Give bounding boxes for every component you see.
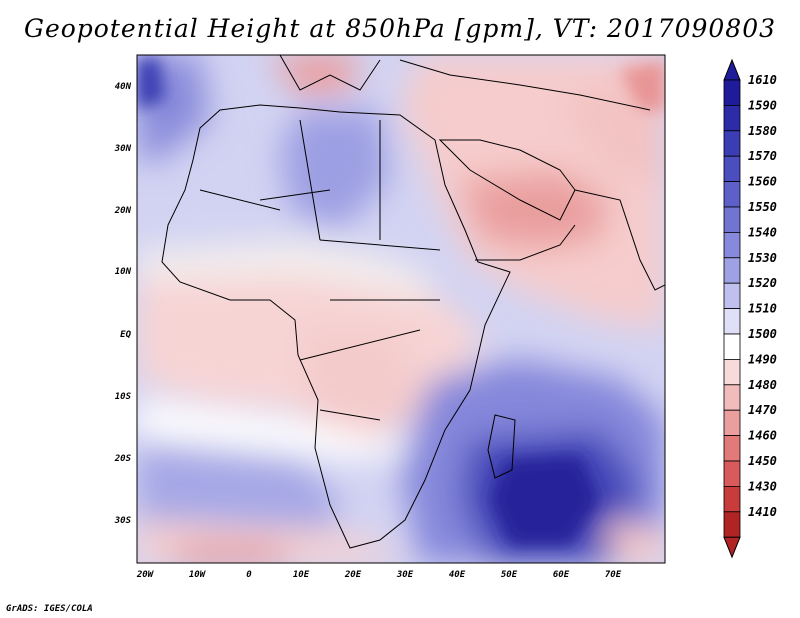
map-title: Geopotential Height at 850hPa [gpm], VT:… [23,14,777,43]
colorbar-swatch [723,282,741,310]
colorbar: 1610 1590 1580 1570 1560 1550 1540 1530 1520 1510… [723,58,777,559]
lon-label: 30E [396,570,414,580]
lat-label: 40N [115,82,132,92]
colorbar-swatch [723,257,741,284]
lon-label: 0 [246,570,252,580]
colorbar-label: 1430 [748,479,777,493]
plot-frame [136,54,666,564]
lat-axis: 40N 30N 20N 10N EQ 10S 20S 30S [114,82,132,526]
colorbar-swatch [723,511,741,538]
lon-label: 70E [605,570,622,580]
footer-credit: GrADS: IGES/COLA [6,604,93,614]
lon-label: 20W [136,570,155,580]
colorbar-label: 1580 [748,124,777,138]
colorbar-swatch [723,485,741,513]
colorbar-label: 1520 [748,276,777,290]
colorbar-swatch [723,384,741,411]
colorbar-swatch [723,460,741,487]
colorbar-swatch [723,308,741,335]
colorbar-label: 1530 [748,251,777,265]
colorbar-swatch [723,409,741,437]
colorbar-label: 1560 [748,175,777,189]
colorbar-bottom-arrow [723,536,741,559]
colorbar-label: 1460 [748,429,777,443]
colorbar-label: 1500 [748,327,777,341]
lon-label: 10W [189,570,207,580]
lon-label: 60E [553,570,570,580]
colorbar-label: 1450 [748,454,777,468]
lon-label: 20E [344,570,362,580]
colorbar-swatch [723,206,741,233]
colorbar-swatch [723,435,741,462]
colorbar-label: 1490 [748,352,777,366]
colorbar-label: 1570 [748,149,777,163]
lon-axis: 20W 10W 0 10E 20E 30E 40E 50E 60E 70E [136,570,622,580]
colorbar-swatch [723,333,741,360]
colorbar-label: 1540 [748,225,777,239]
colorbar-swatch [723,105,741,132]
colorbar-label: 1590 [748,98,777,112]
colorbar-swatch [723,358,741,386]
lat-label: 20N [114,206,132,216]
colorbar-label: 1610 [748,73,777,87]
colorbar-label: 1480 [748,378,777,392]
colorbar-top-arrow [723,58,741,81]
lat-label: EQ [120,330,131,340]
colorbar-swatch [723,155,741,182]
lat-label: 10N [115,267,132,277]
colorbar-swatch [723,130,741,157]
colorbar-swatch [723,181,741,208]
lon-label: 50E [501,570,518,580]
lat-label: 30S [114,516,132,526]
lat-label: 30N [114,144,132,154]
colorbar-label: 1470 [748,403,777,417]
colorbar-swatch [723,231,741,259]
colorbar-swatch [723,79,741,106]
colorbar-label: 1410 [748,505,777,519]
height-field [137,55,665,563]
lat-label: 20S [114,454,132,464]
coastlines [161,55,665,549]
lon-label: 40E [449,570,466,580]
colorbar-label: 1510 [748,302,777,316]
colorbar-label: 1550 [748,200,777,214]
lat-label: 10S [115,392,132,402]
lon-label: 10E [293,570,310,580]
